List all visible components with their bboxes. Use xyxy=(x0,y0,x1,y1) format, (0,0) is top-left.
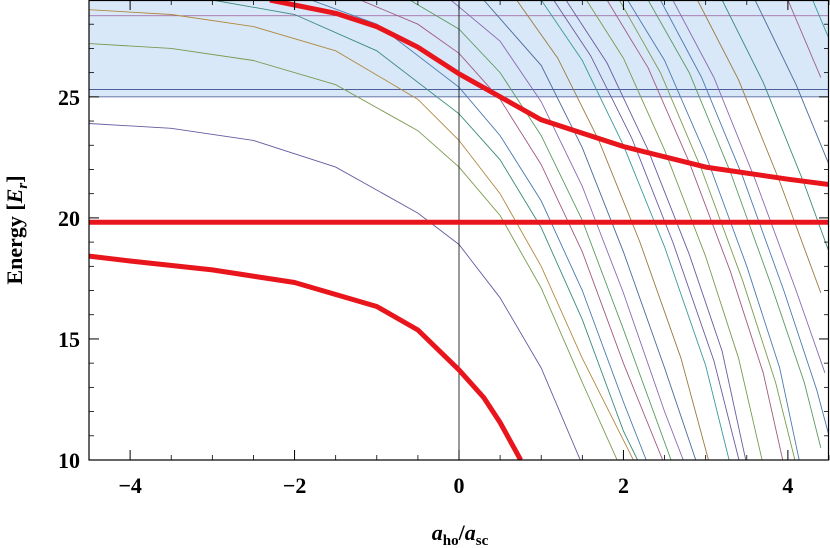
thin-series-25 xyxy=(660,0,829,436)
thin-series-9 xyxy=(483,0,697,460)
tick-layer: −4 −2 0 2 4 10 15 20 25 xyxy=(58,0,830,498)
y-axis-label: Energy [Er] xyxy=(2,175,31,284)
thin-series-10 xyxy=(516,0,709,460)
thin-series-17 xyxy=(672,0,826,373)
thin-series-23 xyxy=(553,0,740,460)
thin-series-3 xyxy=(89,9,634,460)
highlight-series-1 xyxy=(89,253,523,460)
x-tick-label: 4 xyxy=(782,473,793,498)
y-tick-label: 20 xyxy=(58,206,80,231)
thin-series-12 xyxy=(565,0,747,460)
thin-series-16 xyxy=(647,0,822,449)
thin-series-22 xyxy=(812,0,829,39)
thin-series-4 xyxy=(212,0,639,460)
highlight-series-layer xyxy=(89,0,829,460)
y-tick-label: 15 xyxy=(58,327,80,352)
thin-series-8 xyxy=(450,0,684,460)
y-tick-label: 25 xyxy=(58,85,80,110)
thin-series-2 xyxy=(89,43,618,460)
thin-series-19 xyxy=(721,0,829,252)
thin-series-20 xyxy=(754,0,829,165)
x-tick-label: −4 xyxy=(118,473,142,498)
thin-series-18 xyxy=(697,0,822,294)
thin-series-14 xyxy=(606,0,784,460)
thin-series-24 xyxy=(618,0,796,460)
thin-series-1 xyxy=(89,123,581,460)
x-tick-label: 0 xyxy=(454,473,465,498)
thin-series-6 xyxy=(360,0,664,460)
thin-series-11 xyxy=(540,0,730,460)
x-tick-label: −2 xyxy=(283,473,307,498)
x-axis-label: aho/asc xyxy=(432,520,489,548)
y-tick-label: 10 xyxy=(58,448,80,473)
thin-series-13 xyxy=(586,0,763,460)
thin-series-21 xyxy=(787,0,822,78)
thin-series-15 xyxy=(627,0,800,460)
x-tick-label: 2 xyxy=(618,473,629,498)
highlight-series-3 xyxy=(269,0,829,187)
